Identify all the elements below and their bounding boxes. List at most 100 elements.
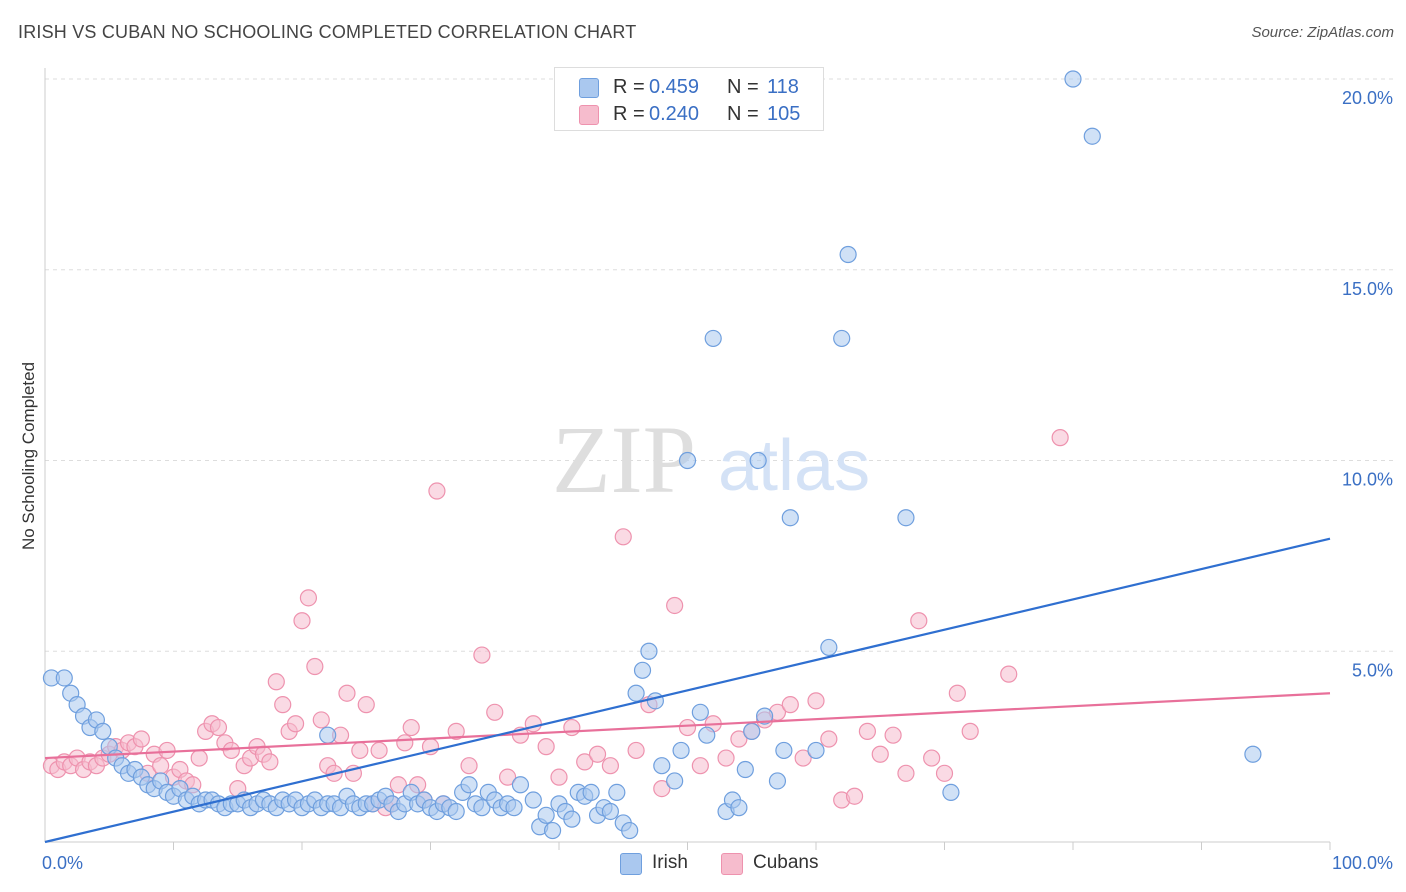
cubans-legend-swatch (721, 853, 743, 875)
cubans-point (794, 749, 812, 767)
cubans-point (524, 715, 542, 733)
cubans-point (717, 749, 735, 767)
irish-point (736, 760, 754, 779)
irish-point (608, 783, 626, 802)
cubans-point (653, 779, 671, 798)
cubans-r-label: R = (613, 103, 645, 125)
cubans-point (267, 673, 285, 691)
cubans-trend-line (44, 692, 1331, 760)
chart-title: IRISH VS CUBAN NO SCHOOLING COMPLETED CO… (18, 22, 637, 42)
cubans-point (293, 612, 311, 630)
irish-point (666, 772, 684, 790)
irish-point (691, 703, 709, 721)
cubans-point (730, 730, 748, 748)
irish-point (730, 799, 748, 817)
cubans-point (691, 757, 709, 775)
irish-point (524, 791, 542, 809)
irish-point (563, 810, 581, 828)
cubans-point (486, 703, 504, 721)
cubans-point (935, 764, 954, 782)
cubans-point (338, 684, 356, 702)
cubans-point (389, 776, 407, 794)
irish-point (820, 638, 838, 657)
cubans-point (402, 718, 420, 737)
cubans-point (312, 711, 330, 729)
cubans-swatch (579, 105, 599, 125)
cubans-point (781, 696, 799, 714)
irish-point (319, 726, 337, 744)
tick-labels: 5.0% 10.0% 15.0% 20.0% 0.0% 100.0% (42, 88, 1393, 873)
cubans-point (588, 745, 607, 763)
irish-point (55, 669, 73, 687)
irish-point (755, 707, 774, 725)
irish-point (807, 741, 825, 760)
irish-point (743, 722, 761, 740)
cubans-point (948, 684, 966, 702)
cubans-r-value: 0.240 (649, 103, 700, 125)
y-tick-label: 20.0% (1342, 88, 1393, 108)
irish-r-label: R = (613, 76, 645, 98)
y-tick-label: 5.0% (1352, 660, 1393, 680)
irish-point (942, 783, 960, 802)
irish-point (646, 692, 664, 710)
irish-r-value: 0.459 (649, 76, 700, 98)
cubans-point (550, 768, 568, 786)
cubans-point (222, 741, 240, 760)
cubans-point (820, 730, 838, 748)
cubans-point (190, 749, 208, 767)
cubans-point (614, 528, 632, 546)
legend-row-irish: R = 0.459 N = 118 (555, 74, 823, 102)
cubans-point (537, 738, 555, 756)
cubans-point (563, 718, 581, 737)
cubans-point (499, 768, 517, 786)
cubans-point (858, 722, 877, 740)
trend-lines (44, 537, 1331, 844)
cubans-point (306, 657, 324, 676)
cubans-point (576, 753, 594, 771)
cubans-point (845, 787, 864, 805)
y-tick-label: 10.0% (1342, 470, 1393, 490)
cubans-point (428, 482, 446, 500)
irish-point (833, 329, 851, 348)
cubans-point (923, 749, 941, 767)
cubans-point (299, 589, 318, 607)
cubans-point (473, 646, 491, 664)
cubans-point (601, 757, 620, 775)
cubans-point (627, 741, 645, 760)
irish-series (42, 70, 1262, 840)
watermark-zip: ZIP (552, 406, 696, 513)
cubans-legend-label: Cubans (753, 852, 819, 873)
irish-n-value: 118 (767, 76, 799, 98)
irish-point (653, 757, 671, 775)
axes (44, 68, 1331, 850)
irish-point (1244, 745, 1262, 763)
source-label: Source: ZipAtlas.com (1251, 24, 1394, 41)
irish-point (582, 783, 600, 802)
irish-point (1064, 70, 1082, 88)
cubans-point (807, 692, 825, 710)
irish-point (640, 642, 658, 660)
irish-legend-label: Irish (652, 852, 688, 873)
cubans-point (678, 718, 697, 737)
y-tick-label: 15.0% (1342, 279, 1393, 299)
irish-point (511, 776, 530, 794)
cubans-point (209, 718, 228, 737)
x-tick-label-max: 100.0% (1332, 853, 1393, 873)
irish-legend-swatch (620, 853, 642, 875)
irish-point (447, 802, 465, 821)
irish-point (781, 509, 799, 527)
legend-row-cubans: R = 0.240 N = 105 (555, 101, 823, 129)
irish-point (704, 329, 722, 348)
cubans-n-value: 105 (767, 103, 801, 125)
cubans-point (158, 741, 176, 760)
irish-trend-line (44, 537, 1331, 844)
cubans-point (897, 764, 915, 782)
cubans-point (871, 745, 889, 763)
irish-n-label: N = (727, 76, 759, 98)
cubans-point (460, 757, 478, 775)
cubans-point (1000, 665, 1018, 683)
cubans-point (286, 715, 305, 733)
y-axis-label: No Schooling Completed (19, 362, 38, 550)
stats-legend: R = 0.459 N = 118 R = 0.240 N = 105 (554, 67, 824, 131)
